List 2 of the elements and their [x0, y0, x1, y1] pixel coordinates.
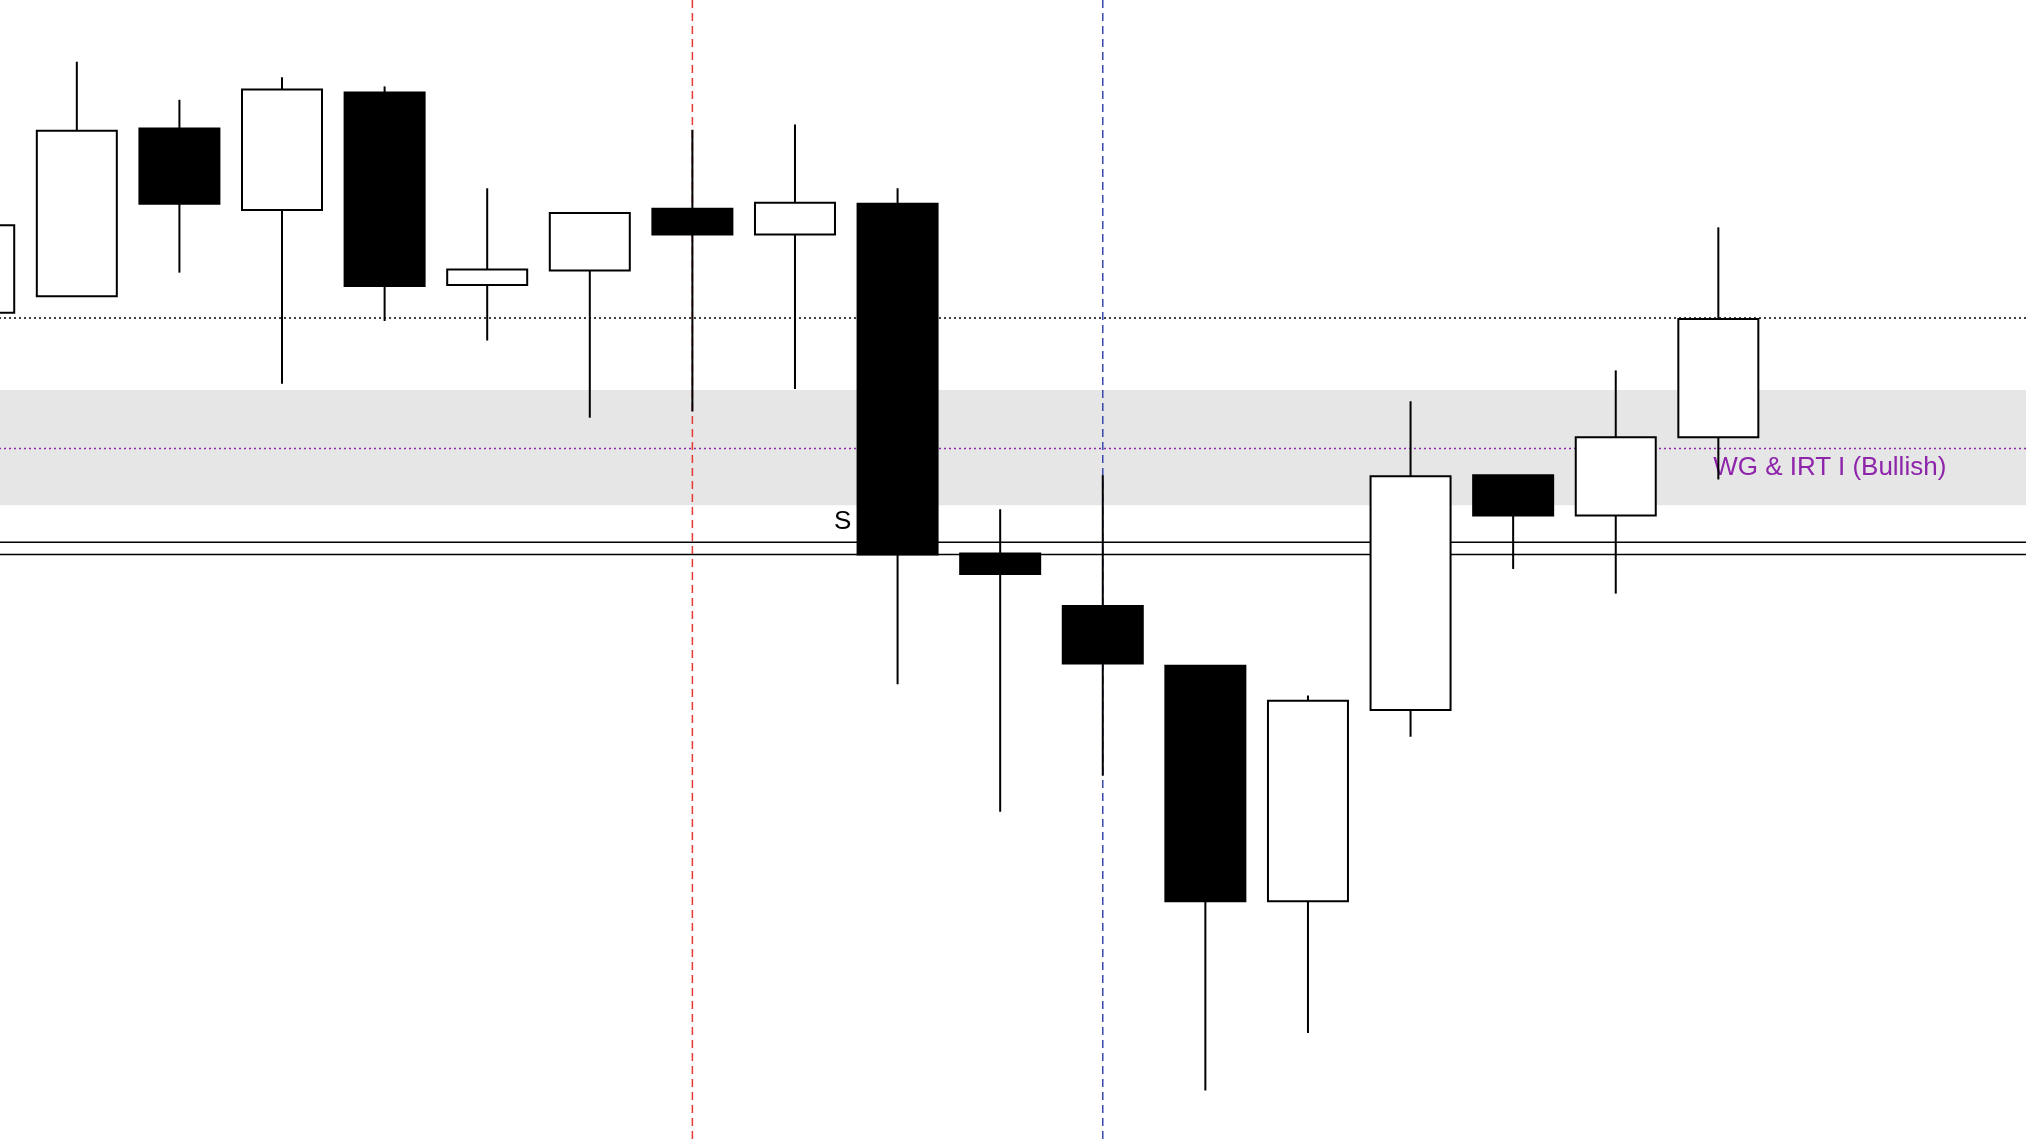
annotation: S — [834, 504, 852, 535]
candlestick — [753, 123, 836, 390]
